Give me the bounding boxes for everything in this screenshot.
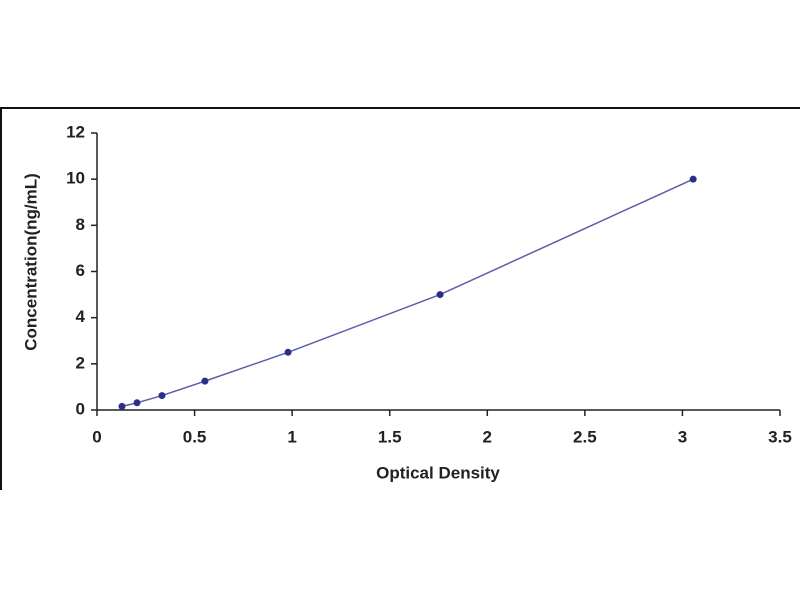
x-tick-label: 2.5: [573, 427, 597, 446]
x-tick-label: 1.5: [378, 427, 402, 446]
x-tick-label: 0.5: [183, 427, 207, 446]
y-tick-label: 6: [76, 261, 85, 280]
x-tick-label: 3: [678, 427, 687, 446]
data-point: [158, 392, 166, 400]
y-axis-label: Concentration(ng/mL): [21, 173, 40, 351]
x-axis-label: Optical Density: [376, 463, 500, 482]
data-point: [284, 348, 292, 356]
x-tick-label: 1: [287, 427, 296, 446]
y-tick-label: 4: [76, 307, 86, 326]
y-tick-label: 8: [76, 215, 85, 234]
data-point: [436, 291, 444, 299]
x-tick-label: 3.5: [768, 427, 792, 446]
y-tick-label: 12: [66, 122, 85, 141]
data-point: [133, 399, 141, 407]
x-tick-label: 2: [483, 427, 492, 446]
data-point: [689, 175, 697, 183]
y-tick-label: 2: [76, 353, 85, 372]
data-point: [118, 402, 126, 410]
x-tick-label: 0: [92, 427, 101, 446]
y-tick-label: 0: [76, 399, 85, 418]
fit-line: [121, 178, 694, 408]
data-point: [201, 377, 209, 385]
y-tick-label: 10: [66, 169, 85, 188]
